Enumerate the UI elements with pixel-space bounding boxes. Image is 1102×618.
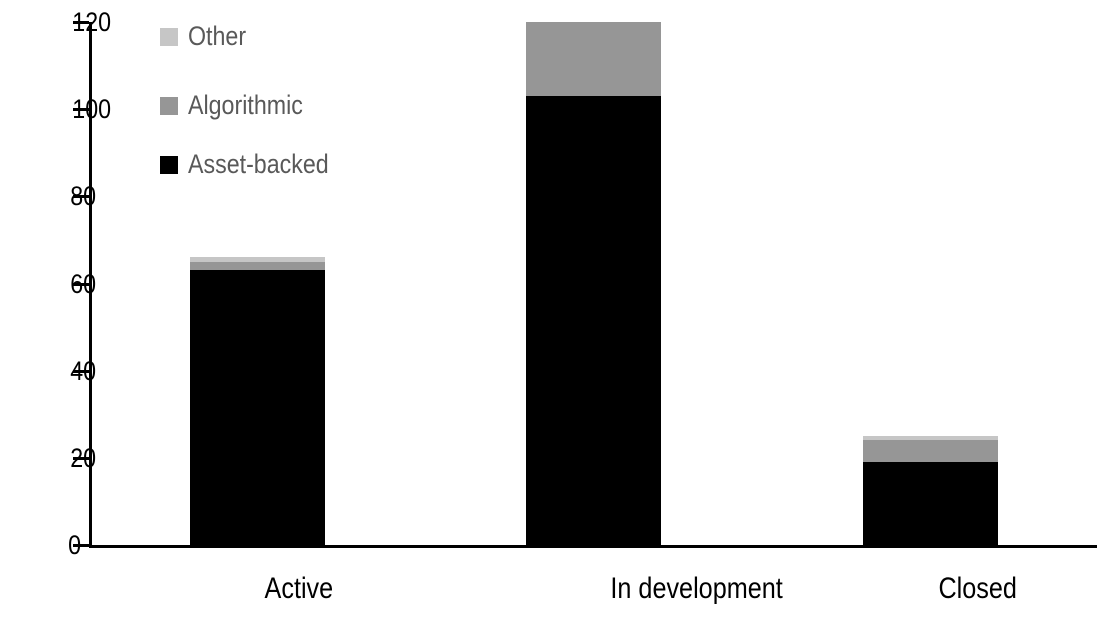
label-text: Asset-backed bbox=[188, 149, 329, 179]
y-tick-mark bbox=[73, 21, 89, 24]
bar-segment-active-asset-backed bbox=[190, 270, 325, 545]
label-text: Active bbox=[264, 572, 333, 605]
bar-segment-closed-asset-backed bbox=[863, 462, 998, 545]
legend-swatch-asset-backed bbox=[160, 156, 178, 174]
bar-segment-closed-other bbox=[863, 436, 998, 441]
bar-segment-active-algorithmic bbox=[190, 261, 325, 271]
legend-swatch-other bbox=[160, 28, 178, 46]
x-axis-line bbox=[89, 545, 1097, 548]
label-text: Algorithmic bbox=[188, 90, 303, 120]
label-text: Closed bbox=[937, 572, 1017, 605]
label-text: In development bbox=[609, 572, 783, 605]
y-axis-line bbox=[89, 22, 92, 548]
y-tick-mark bbox=[73, 456, 89, 460]
y-tick-mark bbox=[73, 544, 89, 547]
y-tick-mark bbox=[73, 195, 89, 199]
bar-segment-in-development-algorithmic bbox=[526, 22, 661, 97]
label-text: Other bbox=[188, 21, 247, 51]
bar-segment-in-development-asset-backed bbox=[526, 96, 661, 545]
y-tick-mark bbox=[73, 282, 89, 286]
legend-swatch-algorithmic bbox=[160, 97, 178, 115]
bar-segment-active-other bbox=[190, 257, 325, 262]
y-tick-mark bbox=[73, 108, 89, 112]
y-tick-mark bbox=[73, 369, 89, 373]
bar-segment-closed-algorithmic bbox=[863, 440, 998, 463]
